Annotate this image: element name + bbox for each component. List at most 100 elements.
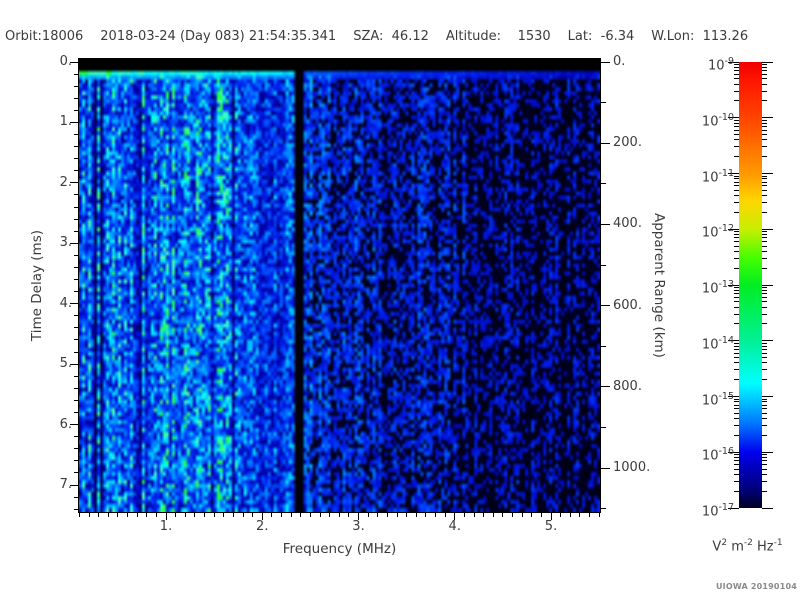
colorbar-minor-tick <box>734 211 739 213</box>
range-axis-tick <box>601 102 606 104</box>
y-axis-tick <box>74 387 78 389</box>
y-axis-tick <box>74 291 78 293</box>
x-axis-tick <box>358 513 359 520</box>
y-axis-tick <box>74 146 78 148</box>
range-axis-tick <box>601 386 610 388</box>
x-axis-tick <box>175 513 177 517</box>
y-axis-tick <box>70 242 78 244</box>
colorbar-minor-tick <box>762 129 767 131</box>
colorbar-tick-label: 10-9 <box>707 56 734 74</box>
colorbar-minor-tick <box>734 189 739 191</box>
y-axis-tick <box>74 254 78 256</box>
y-axis-tick <box>74 194 78 196</box>
colorbar-minor-tick <box>762 156 767 158</box>
x-axis-tick <box>377 513 379 517</box>
range-axis-tick <box>601 142 610 144</box>
y-axis-tick-label: 5. <box>59 356 72 372</box>
range-axis-tick <box>601 305 610 307</box>
colorbar-minor-tick <box>734 352 739 354</box>
colorbar-tick-label: 10-12 <box>701 223 734 241</box>
y-axis-tick-label: 7. <box>59 477 72 492</box>
x-axis-tick <box>406 513 408 517</box>
x-axis-tick <box>194 513 196 517</box>
colorbar-tick-label: 10-17 <box>701 502 734 520</box>
colorbar-minor-tick <box>734 234 739 236</box>
colorbar-minor-tick <box>762 401 767 403</box>
colorbar-minor-tick <box>762 100 767 102</box>
colorbar-minor-tick <box>762 296 767 298</box>
y-axis-tick <box>74 206 78 208</box>
colorbar-minor-tick <box>734 323 739 325</box>
colorbar-minor-tick <box>762 185 767 187</box>
colorbar-minor-tick <box>762 313 767 315</box>
y-axis-tick <box>74 448 78 450</box>
x-axis-tick <box>117 513 119 517</box>
x-axis-tick <box>146 513 148 517</box>
colorbar-tick-label: 10-11 <box>701 167 734 185</box>
x-axis-tick-label: 5. <box>544 519 558 534</box>
colorbar-tick <box>762 117 773 119</box>
colorbar-tick <box>762 507 773 509</box>
colorbar-tick-label: 10-10 <box>701 111 734 130</box>
colorbar-minor-tick <box>734 357 739 359</box>
spectrogram-plot-area <box>78 58 601 513</box>
x-axis-tick <box>329 513 331 517</box>
colorbar-minor-tick <box>734 296 739 298</box>
colorbar-tick <box>728 117 739 119</box>
colorbar-minor-tick <box>762 66 767 68</box>
colorbar-tick <box>728 61 739 63</box>
y-axis-tick-label: 3. <box>59 235 72 251</box>
colorbar-minor-tick <box>762 287 767 289</box>
x-axis-tick <box>204 513 205 517</box>
colorbar-minor-tick <box>762 425 767 427</box>
x-axis-tick-label: 2. <box>256 519 269 534</box>
x-axis-tick <box>367 513 369 517</box>
colorbar-minor-tick <box>734 237 739 239</box>
x-axis-tick <box>512 513 513 517</box>
colorbar-minor-tick <box>734 267 739 269</box>
colorbar-minor-tick <box>762 342 767 344</box>
x-axis-tick <box>415 513 417 517</box>
x-axis-tick <box>348 513 350 517</box>
colorbar-minor-tick <box>734 78 739 80</box>
colorbar-minor-tick <box>734 195 739 197</box>
x-axis-tick <box>213 513 215 517</box>
y-axis-tick <box>74 230 78 232</box>
wlon-value: W.Lon: 113.26 <box>651 29 749 44</box>
colorbar-minor-tick <box>734 404 739 406</box>
colorbar-minor-tick <box>734 379 739 381</box>
y-axis-tick <box>70 182 78 184</box>
x-axis-tick <box>155 513 157 517</box>
y-axis-tick <box>74 85 78 87</box>
colorbar-minor-tick <box>762 345 767 347</box>
y-axis-tick <box>74 315 78 317</box>
y-axis-tick <box>74 351 78 353</box>
colorbar-minor-tick <box>734 129 739 131</box>
colorbar-minor-tick <box>734 83 739 85</box>
range-axis-tick <box>601 223 610 225</box>
colorbar-unit-label: V2 m-2 Hz-1 <box>712 538 783 555</box>
colorbar-minor-tick <box>762 348 767 350</box>
colorbar-tick-label: 10-13 <box>701 279 734 297</box>
y-axis-tick <box>70 424 78 426</box>
colorbar-minor-tick <box>762 139 767 141</box>
colorbar-minor-tick <box>762 404 767 406</box>
x-axis-tick <box>271 513 273 517</box>
y-axis-tick <box>74 73 78 75</box>
altitude-value: Altitude: 1530 <box>445 29 551 44</box>
range-axis-tick <box>601 345 606 347</box>
y-axis-tick <box>74 339 78 341</box>
colorbar-minor-tick <box>762 125 767 127</box>
colorbar-minor-tick <box>762 468 767 470</box>
colorbar-tick <box>762 396 773 397</box>
colorbar-minor-tick <box>734 156 739 158</box>
colorbar-minor-tick <box>734 70 739 72</box>
colorbar-minor-tick <box>762 237 767 239</box>
colorbar-minor-tick <box>762 490 767 492</box>
colorbar-tick <box>762 228 773 230</box>
colorbar-minor-tick <box>762 175 767 177</box>
colorbar-minor-tick <box>734 398 739 400</box>
x-axis-tick-label: 1. <box>159 519 173 534</box>
colorbar-minor-tick <box>734 301 739 303</box>
colorbar-minor-tick <box>734 257 739 259</box>
